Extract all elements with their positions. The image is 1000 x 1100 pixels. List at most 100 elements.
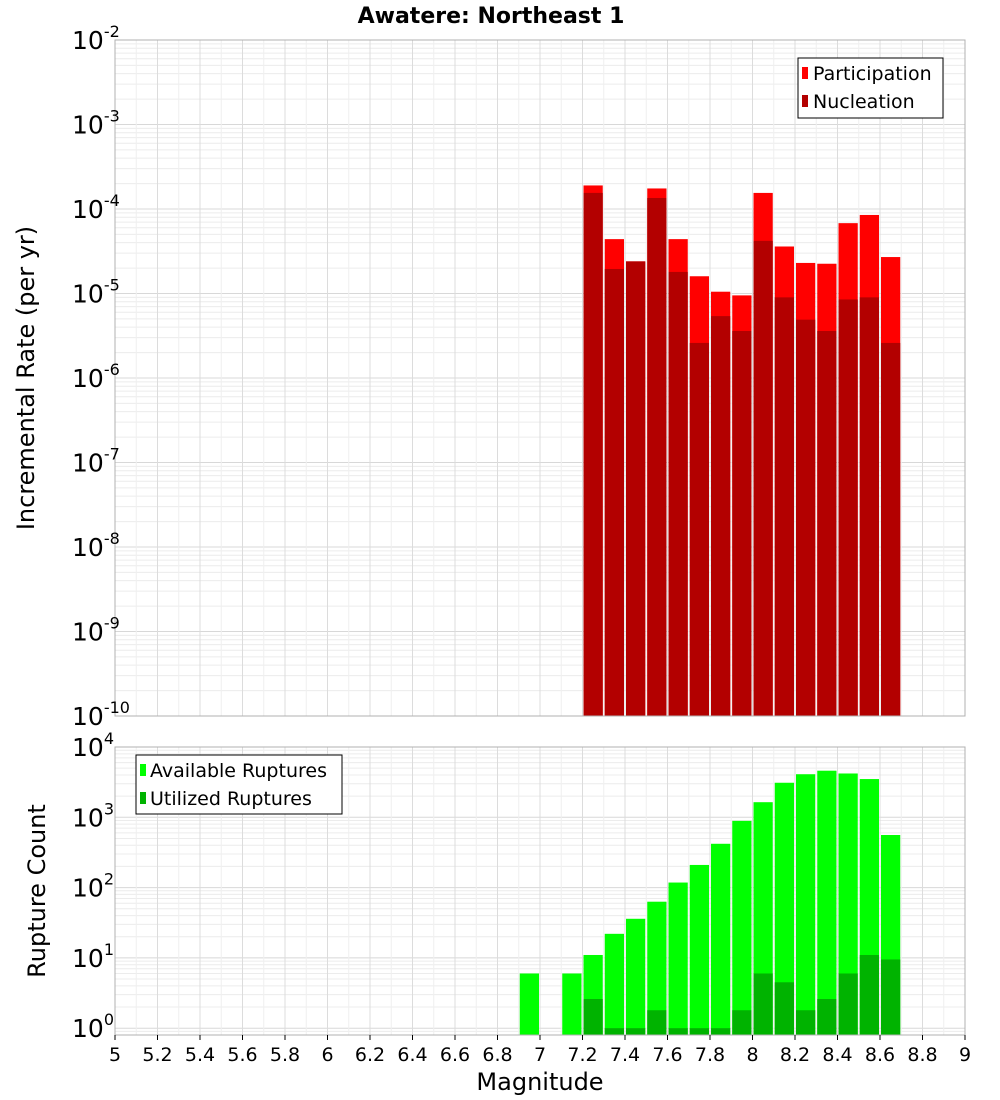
rate-panel: 10-10 10-9 10-8 10-7 10-6 10-5 10-4 10-3 10-2 In… [12,22,966,731]
nucleation-bar [817,330,837,716]
nucleation-bar [604,268,624,716]
rate-y-tick-label: 10-3 [72,107,120,140]
x-tick-label: 9 [959,1044,971,1066]
x-tick-label: 5.8 [270,1044,300,1066]
nucleation-bar [753,240,773,716]
rate-y-ticks: 10-10 10-9 10-8 10-7 10-6 10-5 10-4 10-3 10-2 [72,22,130,731]
x-axis-label: Magnitude [476,1068,603,1096]
utilized-ruptures-bar [732,1010,752,1035]
x-tick-label: 8.2 [780,1044,810,1066]
utilized-ruptures-bar [711,1028,731,1035]
x-tick-label: 8.8 [907,1044,937,1066]
utilized-ruptures-bar [604,1028,624,1035]
utilized-ruptures-bar [626,1028,646,1035]
rate-y-tick-label: 10-8 [72,529,120,562]
count-legend-box [135,754,343,815]
available-ruptures-bar [626,918,646,1035]
utilized-ruptures-bar [668,1028,688,1035]
x-tick-label: 7.6 [652,1044,682,1066]
available-ruptures-bar [732,820,752,1035]
nucleation-legend-label: Nucleation [813,91,915,113]
available-ruptures-bar [519,973,539,1035]
count-y-tick-label: 101 [72,940,114,973]
nucleation-bar [626,261,646,716]
count-legend: Available Ruptures Utilized Ruptures [135,754,343,815]
rate-legend-box [797,57,944,119]
nucleation-bar [838,299,858,716]
rate-y-tick-label: 10-9 [72,614,120,647]
utilized-ruptures-bar [881,959,901,1035]
x-tick-label: 6.6 [440,1044,470,1066]
count-y-tick-label: 103 [72,799,114,832]
rate-legend: Participation Nucleation [797,57,944,119]
participation-legend-swatch [802,67,808,79]
available-ruptures-bar [668,882,688,1035]
utilized-ruptures-bar [583,999,603,1035]
chart-title: Awatere: Northeast 1 [358,4,625,29]
rate-y-tick-label: 10-6 [72,360,120,393]
x-tick-label: 5.2 [142,1044,172,1066]
utilized-ruptures-bar [838,973,858,1035]
rate-grid [114,40,966,717]
count-y-tick-label: 102 [72,870,114,903]
rate-y-axis-label: Incremental Rate (per yr) [12,226,40,530]
available-ruptures-bar [562,973,582,1035]
available-ruptures-bar [774,782,794,1035]
utilized-ruptures-bar [817,999,837,1035]
utilized-ruptures-bar [774,982,794,1035]
available-ruptures-bar [817,770,837,1035]
rate-plot-frame [114,39,966,717]
count-y-ticks: 100 101 102 103 104 [72,729,114,1043]
nucleation-bar [732,330,752,716]
x-tick-label: 7 [534,1044,546,1066]
x-tick-label: 6.4 [397,1044,427,1066]
nucleation-bar [689,342,709,716]
nucleation-bar [881,342,901,716]
utilized-ruptures-bar [689,1028,709,1035]
rate-y-tick-label: 10-5 [72,276,120,309]
count-y-axis-label: Rupture Count [23,804,51,978]
nucleation-bar [796,319,816,716]
nucleation-bar [859,297,879,716]
x-tick-label: 6.8 [482,1044,512,1066]
x-tick-label: 7.8 [695,1044,725,1066]
count-y-tick-label: 104 [72,729,114,762]
rate-y-tick-label: 10-4 [72,191,120,224]
available-ruptures-bar [647,901,667,1035]
count-bars [519,770,901,1035]
available-ruptures-bar [796,774,816,1035]
x-tick-label: 5.4 [185,1044,215,1066]
available-ruptures-bar [838,773,858,1035]
available-ruptures-bar [689,864,709,1035]
utilized-ruptures-bar [796,1010,816,1035]
utilized-legend-swatch [140,792,146,804]
rate-y-tick-label: 10-2 [72,22,120,55]
x-ticks: 5 5.2 5.4 5.6 5.8 6 6.2 6.4 6.6 6.8 7 7.2 7.4 7.6 7.8 8… [109,1035,971,1066]
rate-bars [583,185,901,717]
x-tick-label: 5.6 [227,1044,257,1066]
x-tick-label: 6.2 [355,1044,385,1066]
rate-y-tick-label: 10-7 [72,445,120,478]
x-tick-label: 7.2 [567,1044,597,1066]
count-y-tick-label: 100 [72,1010,114,1043]
rate-y-tick-label: 10-10 [72,698,130,731]
count-panel: 100 101 102 103 104 Rupture Count Available … [23,729,971,1096]
nucleation-bar [774,297,794,716]
x-tick-label: 8.4 [822,1044,852,1066]
utilized-ruptures-bar [753,973,773,1035]
x-tick-label: 8.6 [865,1044,895,1066]
nucleation-bar [668,271,688,716]
utilized-ruptures-bar [859,954,879,1035]
nucleation-bar [647,197,667,716]
x-tick-label: 6 [321,1044,333,1066]
nucleation-bar [711,316,731,716]
nucleation-legend-swatch [802,95,808,107]
available-legend-label: Available Ruptures [150,760,327,782]
x-tick-label: 7.4 [610,1044,640,1066]
x-tick-label: 5 [109,1044,121,1066]
available-legend-swatch [140,764,146,776]
x-tick-label: 8 [746,1044,758,1066]
nucleation-bar [583,192,603,716]
utilized-ruptures-bar [647,1010,667,1035]
